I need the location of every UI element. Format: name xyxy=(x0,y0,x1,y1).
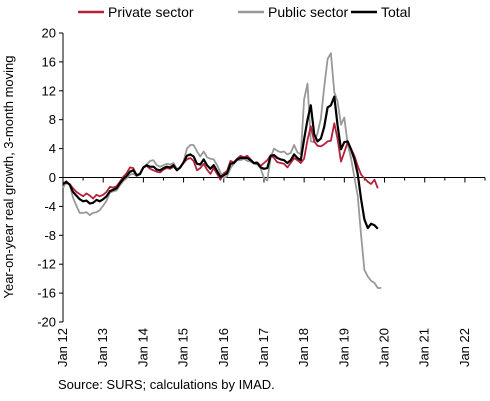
y-tick-label: -16 xyxy=(37,286,56,301)
x-tick-label: Jan 12 xyxy=(55,328,70,367)
y-tick-label: 8 xyxy=(49,112,56,127)
y-axis-title: Year-on-year real growth, 3-month moving xyxy=(1,55,16,298)
x-tick-label: Jan 20 xyxy=(377,328,392,367)
legend-label-total: Total xyxy=(381,4,411,20)
legend: Private sector Public sector Total xyxy=(78,4,411,20)
x-tick-label: Jan 19 xyxy=(336,328,351,367)
x-tick-label: Jan 16 xyxy=(216,328,231,367)
y-tick-label: 16 xyxy=(42,54,56,69)
x-tick-label: Jan 15 xyxy=(176,328,191,367)
x-tick-label: Jan 17 xyxy=(256,328,271,367)
series-line-total xyxy=(62,95,379,230)
y-tick-label: 12 xyxy=(42,83,56,98)
legend-label-private-sector: Private sector xyxy=(108,4,194,20)
y-tick-label: -4 xyxy=(44,199,56,214)
y-tick-label: 4 xyxy=(49,141,56,156)
y-tick-label: 0 xyxy=(49,170,56,185)
series-line-private-sector xyxy=(63,122,379,200)
x-tick-label: Jan 14 xyxy=(135,328,150,367)
series-line-public-sector xyxy=(62,52,382,289)
legend-label-public-sector: Public sector xyxy=(268,4,348,20)
y-tick-label: -20 xyxy=(37,315,56,330)
x-tick-label: Jan 18 xyxy=(296,328,311,367)
x-axis: Jan 12 Jan 13 Jan 14 Jan 15 Jan 16 Jan 17 Jan … xyxy=(55,177,486,367)
y-tick-label: -8 xyxy=(44,228,56,243)
y-tick-label: 20 xyxy=(42,26,56,41)
y-axis: 20 16 12 8 4 0 -4 -8 -12 -16 -20 xyxy=(37,26,64,330)
x-tick-label: Jan 22 xyxy=(457,328,472,367)
x-tick-label: Jan 13 xyxy=(95,328,110,367)
y-tick-label: -12 xyxy=(37,257,56,272)
source-note: Source: SURS; calculations by IMAD. xyxy=(58,377,275,392)
x-tick-label: Jan 21 xyxy=(417,328,432,367)
series-group xyxy=(62,52,382,289)
